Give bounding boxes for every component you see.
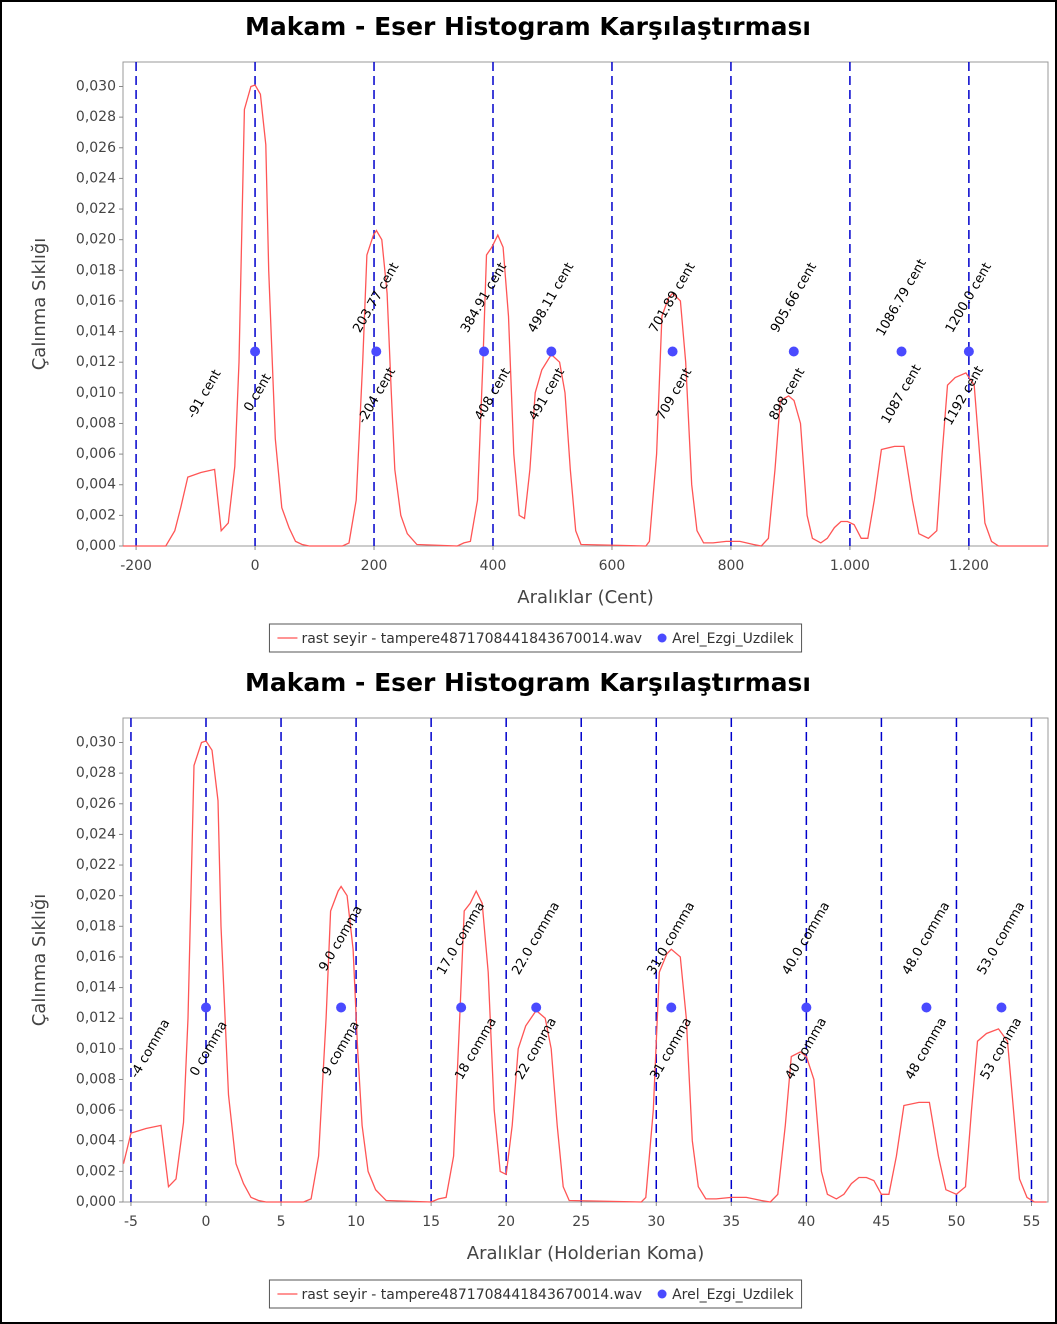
legend-box bbox=[268, 623, 803, 653]
y-tick-label: 0,012 bbox=[76, 1010, 116, 1026]
scatter-point bbox=[666, 1002, 677, 1013]
y-tick-label: 0,002 bbox=[76, 507, 116, 523]
scatter-point bbox=[896, 346, 907, 357]
scatter-point bbox=[200, 1002, 211, 1013]
legend-swatch bbox=[657, 1289, 667, 1299]
scatter-point bbox=[788, 346, 799, 357]
scatter-point bbox=[456, 1002, 467, 1013]
y-tick-label: 0,028 bbox=[76, 109, 116, 125]
y-tick-label: 0,004 bbox=[76, 1133, 116, 1149]
y-tick-label: 0,008 bbox=[76, 1071, 116, 1087]
legend-label: rast seyir - tampere4871708441843670014.… bbox=[301, 1287, 642, 1303]
y-tick-label: 0,028 bbox=[76, 765, 116, 781]
line-series bbox=[122, 740, 1047, 1203]
scatter-point bbox=[996, 1002, 1007, 1013]
scatter-point bbox=[921, 1002, 932, 1013]
y-tick-label: 0,026 bbox=[76, 140, 116, 156]
scatter-point bbox=[250, 346, 261, 357]
legend: rast seyir - tampere4871708441843670014.… bbox=[268, 623, 803, 653]
y-tick-label: 0,012 bbox=[76, 354, 116, 370]
chart-title: Makam - Eser Histogram Karşılaştırması bbox=[245, 12, 811, 41]
x-tick-label: -5 bbox=[124, 1214, 138, 1230]
x-tick-label: 5 bbox=[277, 1214, 286, 1230]
scatter-point bbox=[801, 1002, 812, 1013]
x-tick-label: 1.200 bbox=[949, 558, 989, 574]
legend-box bbox=[268, 1279, 803, 1309]
x-tick-label: 55 bbox=[1023, 1214, 1041, 1230]
chart-panel: Makam - Eser Histogram Karşılaştırması 0,… bbox=[29, 668, 1049, 1309]
x-tick-label: 200 bbox=[361, 558, 388, 574]
chart-title: Makam - Eser Histogram Karşılaştırması bbox=[245, 668, 811, 697]
y-tick-label: 0,030 bbox=[76, 735, 116, 751]
y-tick-label: 0,026 bbox=[76, 796, 116, 812]
y-tick-label: 0,016 bbox=[76, 293, 116, 309]
legend: rast seyir - tampere4871708441843670014.… bbox=[268, 1279, 803, 1309]
x-tick-label: 1.000 bbox=[830, 558, 870, 574]
legend-label: Arel_Ezgi_Uzdilek bbox=[672, 1287, 794, 1303]
legend-swatch bbox=[657, 633, 667, 643]
y-axis-label: Çalınma Sıklığı bbox=[29, 894, 50, 1027]
x-tick-label: 0 bbox=[202, 1214, 211, 1230]
x-tick-label: 35 bbox=[722, 1214, 740, 1230]
y-tick-label: 0,008 bbox=[76, 415, 116, 431]
x-tick-label: 45 bbox=[872, 1214, 890, 1230]
y-tick-label: 0,020 bbox=[76, 232, 116, 248]
x-tick-label: 800 bbox=[718, 558, 745, 574]
y-tick-label: 0,006 bbox=[76, 1102, 116, 1118]
line-series bbox=[123, 84, 1048, 547]
x-tick-label: 0 bbox=[251, 558, 260, 574]
y-tick-label: 0,024 bbox=[76, 826, 116, 842]
y-tick-label: 0,024 bbox=[76, 170, 116, 186]
x-tick-label: 40 bbox=[797, 1214, 815, 1230]
scatter-point bbox=[531, 1002, 542, 1013]
x-tick-label: 600 bbox=[599, 558, 626, 574]
x-tick-label: 20 bbox=[497, 1214, 515, 1230]
y-tick-label: 0,010 bbox=[76, 1041, 116, 1057]
y-tick-label: 0,030 bbox=[76, 79, 116, 95]
x-tick-label: 50 bbox=[948, 1214, 966, 1230]
scatter-point bbox=[963, 346, 974, 357]
y-tick-label: 0,018 bbox=[76, 262, 116, 278]
y-tick-label: 0,020 bbox=[76, 888, 116, 904]
y-axis-label: Çalınma Sıklığı bbox=[29, 238, 50, 371]
plot-area bbox=[122, 61, 1049, 547]
x-tick-label: 15 bbox=[422, 1214, 440, 1230]
legend-label: Arel_Ezgi_Uzdilek bbox=[672, 631, 794, 647]
y-tick-label: 0,000 bbox=[76, 1194, 116, 1210]
scatter-point bbox=[667, 346, 678, 357]
x-tick-label: 30 bbox=[647, 1214, 665, 1230]
scatter-point bbox=[479, 346, 490, 357]
legend-label: rast seyir - tampere4871708441843670014.… bbox=[301, 631, 642, 647]
x-axis-label: Aralıklar (Holderian Koma) bbox=[467, 1243, 704, 1264]
chart-panel: Makam - Eser Histogram Karşılaştırması 0,… bbox=[29, 12, 1049, 653]
scatter-point bbox=[336, 1002, 347, 1013]
y-tick-label: 0,018 bbox=[76, 918, 116, 934]
x-axis-label: Aralıklar (Cent) bbox=[517, 587, 653, 608]
y-tick-label: 0,006 bbox=[76, 446, 116, 462]
y-tick-label: 0,016 bbox=[76, 949, 116, 965]
x-tick-label: 25 bbox=[572, 1214, 590, 1230]
y-tick-label: 0,000 bbox=[76, 538, 116, 554]
y-tick-label: 0,004 bbox=[76, 477, 116, 493]
x-tick-label: 10 bbox=[347, 1214, 365, 1230]
y-tick-label: 0,022 bbox=[76, 857, 116, 873]
x-tick-label: -200 bbox=[120, 558, 152, 574]
x-tick-label: 400 bbox=[480, 558, 507, 574]
y-tick-label: 0,014 bbox=[76, 980, 116, 996]
y-tick-label: 0,002 bbox=[76, 1163, 116, 1179]
scatter-point bbox=[546, 346, 557, 357]
y-tick-label: 0,014 bbox=[76, 324, 116, 340]
y-tick-label: 0,010 bbox=[76, 385, 116, 401]
plot-area bbox=[122, 717, 1049, 1203]
y-tick-label: 0,022 bbox=[76, 201, 116, 217]
scatter-point bbox=[371, 346, 382, 357]
